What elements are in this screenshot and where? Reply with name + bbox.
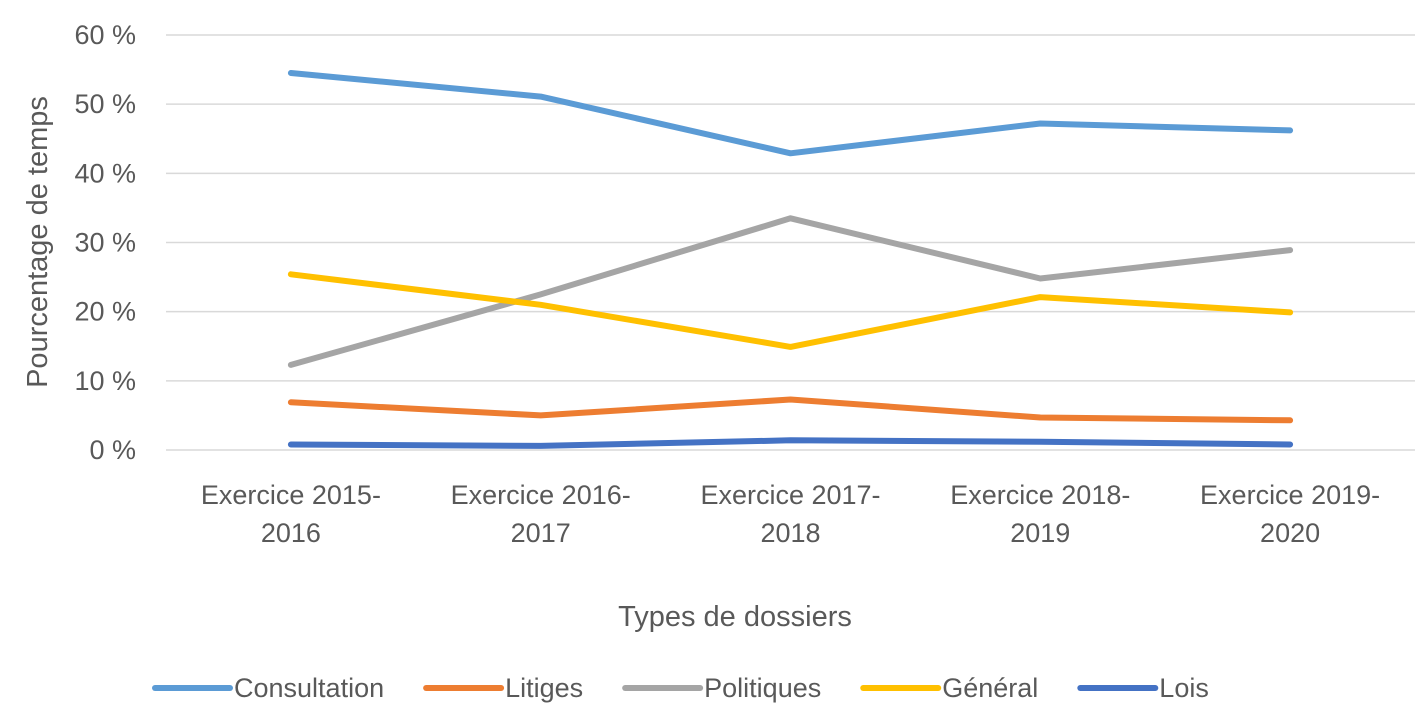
x-category-label: Exercice 2019-2020 (1200, 480, 1380, 548)
y-axis-ticks: 0 % 10 % 20 % 30 % 40 % 50 % 60 % (74, 20, 136, 465)
legend-item: Lois (1077, 673, 1209, 703)
legend-label: Général (942, 673, 1038, 703)
legend-label: Consultation (234, 673, 384, 703)
series-line-litiges (287, 396, 1294, 424)
y-tick-label: 50 % (74, 89, 136, 119)
y-tick-label: 10 % (74, 366, 136, 396)
y-tick-label: 60 % (74, 20, 136, 50)
y-axis-title: Pourcentage de temps (22, 96, 54, 388)
legend: Consultation Litiges Politiques Général Lois (152, 673, 1209, 703)
legend-item: Général (860, 673, 1038, 703)
gridlines (166, 34, 1415, 451)
x-category-label: Exercice 2017-2018 (700, 480, 880, 548)
x-category-label: Exercice 2016-2017 (451, 480, 631, 548)
x-axis-categories: Exercice 2015-2016 Exercice 2016-2017 Exer… (201, 480, 1380, 548)
series-line-lois (287, 437, 1294, 449)
y-tick-label: 40 % (74, 158, 136, 188)
y-tick-label: 20 % (74, 297, 136, 327)
series-line-général (287, 271, 1294, 350)
series-line-politiques (287, 215, 1294, 368)
legend-label: Litiges (505, 673, 583, 703)
series-lines (287, 70, 1294, 449)
legend-item: Consultation (152, 673, 384, 703)
series-line-consultation (287, 70, 1294, 157)
legend-item: Politiques (622, 673, 821, 703)
legend-label: Lois (1159, 673, 1209, 703)
x-category-label: Exercice 2018-2019 (950, 480, 1130, 548)
y-tick-label: 0 % (89, 435, 136, 465)
x-category-label: Exercice 2015-2016 (201, 480, 381, 548)
legend-item: Litiges (423, 673, 583, 703)
y-tick-label: 30 % (74, 228, 136, 258)
legend-label: Politiques (704, 673, 821, 703)
x-axis-title: Types de dossiers (618, 601, 852, 633)
